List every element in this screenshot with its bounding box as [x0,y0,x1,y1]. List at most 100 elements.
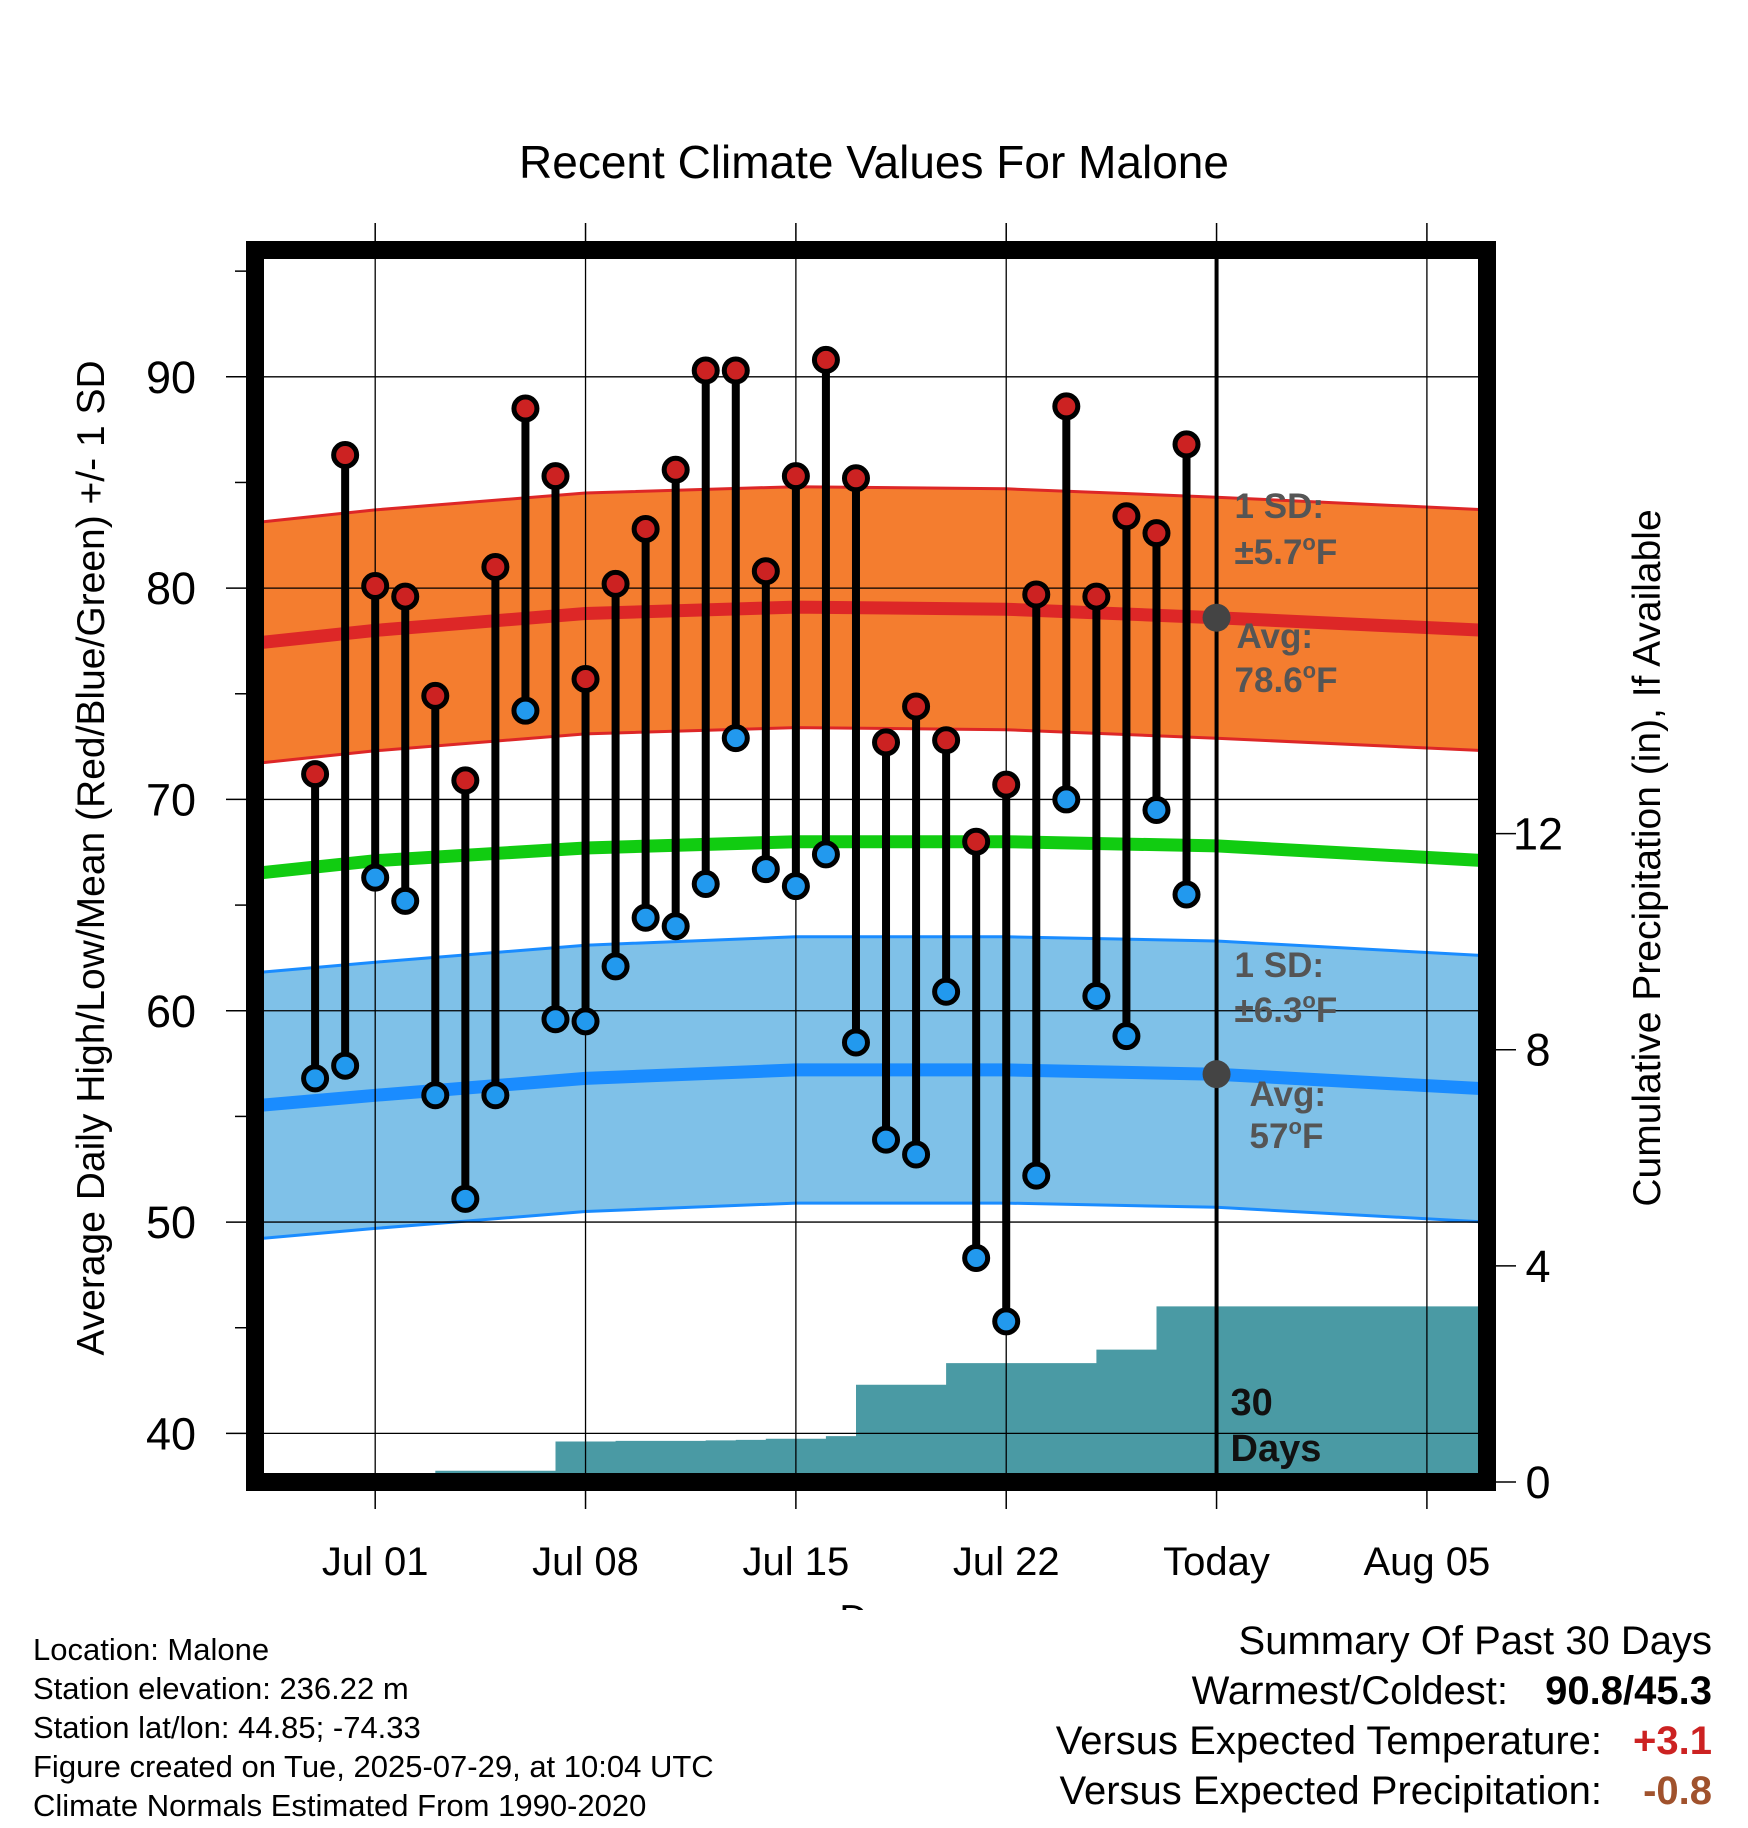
y-tick-label: 40 [146,1408,196,1459]
daily-low-point [992,1307,1021,1336]
daily-low-point [721,724,750,753]
daily-low-point [1022,1161,1051,1190]
daily-low-point [1082,981,1111,1010]
daily-low-point [1172,880,1201,909]
y-tick-label: 60 [146,986,196,1037]
x-tick-label: Jul 01 [322,1540,429,1584]
temp-departure-value: +3.1 [1633,1719,1712,1763]
daily-high-point [571,664,600,693]
daily-high-point [481,552,510,581]
daily-high-point [541,462,570,491]
daily-high-point [721,356,750,385]
normal-low-today-marker [1202,1060,1231,1089]
daily-high-point [1082,582,1111,611]
normal-high-today-marker [1202,603,1231,632]
y2-tick-label: 0 [1525,1457,1550,1508]
daily-high-point [1052,392,1081,421]
daily-high-point [451,766,480,795]
daily-high-point [751,557,780,586]
daily-low-point [841,1028,870,1057]
daily-high-point [511,394,540,423]
daily-high-point [421,681,450,710]
y-tick-label: 80 [146,563,196,614]
x-tick-label: Jul 08 [532,1540,639,1584]
temp-departure-row: Versus Expected Temperature: +3.1 [1056,1716,1712,1766]
high-sd-value: ±5.7oF [1235,530,1338,572]
high-avg-label: Avg: [1237,617,1313,656]
temp-departure-label: Versus Expected Temperature: [1055,1719,1602,1763]
summary-title: Summary Of Past 30 Days [1238,1619,1712,1663]
daily-high-point [631,514,660,543]
low-avg-label: Avg: [1250,1075,1326,1114]
daily-high-point [331,440,360,469]
created-text: Figure created on Tue, 2025-07-29, at 10… [33,1749,714,1784]
normals-text: Climate Normals Estimated From 1990-2020 [33,1788,647,1823]
climate-chart: Recent Climate Values For Malone 1 SD: ±5… [70,136,1669,1610]
chart-title: Recent Climate Values For Malone [519,136,1229,188]
daily-low-point [511,696,540,725]
y2-tick-label: 8 [1525,1025,1550,1076]
daily-low-point [691,869,720,898]
warmest-coldest-label: Warmest/Coldest: [1191,1669,1508,1713]
daily-low-point [751,855,780,884]
precip-departure-row: Versus Expected Precipitation: -0.8 [1056,1766,1712,1816]
low-avg-value: 57oF [1250,1114,1324,1156]
plot-frame [246,241,1496,1491]
daily-low-point [1052,785,1081,814]
daily-low-point [781,872,810,901]
normal-mean-line [255,835,1487,880]
warmest-coldest-row: Warmest/Coldest: 90.8/45.3 [1056,1666,1712,1716]
daily-high-point [962,827,991,856]
daily-low-point [902,1140,931,1169]
y-tick-label: 90 [146,352,196,403]
daily-low-point [631,903,660,932]
daily-high-point [902,692,931,721]
daily-low-point [421,1081,450,1110]
daily-low-point [872,1125,901,1154]
x-tick-label: Jul 15 [743,1540,850,1584]
daily-low-point [571,1007,600,1036]
elevation-text: Station elevation: 236.22 m [33,1671,409,1706]
daily-high-point [811,345,840,374]
daily-low-point [601,952,630,981]
low-sd-value: ±6.3oF [1235,988,1338,1030]
daily-high-point [601,569,630,598]
x-tick-label: Aug 05 [1364,1540,1491,1584]
plot-content [255,250,1487,1482]
daily-high-point [301,760,330,789]
daily-high-point [872,728,901,757]
low-sd-label: 1 SD: [1235,946,1324,985]
y-axis-label: Average Daily High/Low/Mean (Red/Blue/Gr… [70,360,113,1355]
daily-low-point [331,1051,360,1080]
daily-low-point [361,863,390,892]
daily-high-point [391,582,420,611]
precip-area [345,1306,1487,1482]
period-label-line: Days [1231,1428,1322,1470]
daily-high-point [1112,502,1141,531]
daily-high-point [661,455,690,484]
daily-low-point [541,1005,570,1034]
location-text: Location: Malone [33,1632,270,1667]
daily-low-point [962,1244,991,1272]
y2-tick-label: 4 [1525,1241,1550,1292]
daily-high-point [841,464,870,493]
daily-high-point [1022,580,1051,609]
daily-high-point [691,356,720,385]
x-axis-label: Day [839,1598,909,1610]
high-sd-label: 1 SD: [1235,487,1324,526]
daily-high-point [781,462,810,491]
station-info: Location: Malone Station elevation: 236.… [33,1630,714,1825]
daily-low-point [811,840,840,869]
latlon-text: Station lat/lon: 44.85; -74.33 [33,1710,421,1745]
warmest-coldest-value: 90.8/45.3 [1545,1669,1712,1713]
normal-high-sd-band [255,486,1487,764]
y-tick-label: 50 [146,1197,196,1248]
daily-low-point [451,1184,480,1213]
y-tick-label: 70 [146,774,196,825]
daily-low-point [391,886,420,915]
daily-low-point [932,977,961,1006]
x-tick-label: Jul 22 [953,1540,1060,1584]
high-avg-value: 78.6oF [1235,658,1338,700]
daily-high-point [1172,430,1201,459]
